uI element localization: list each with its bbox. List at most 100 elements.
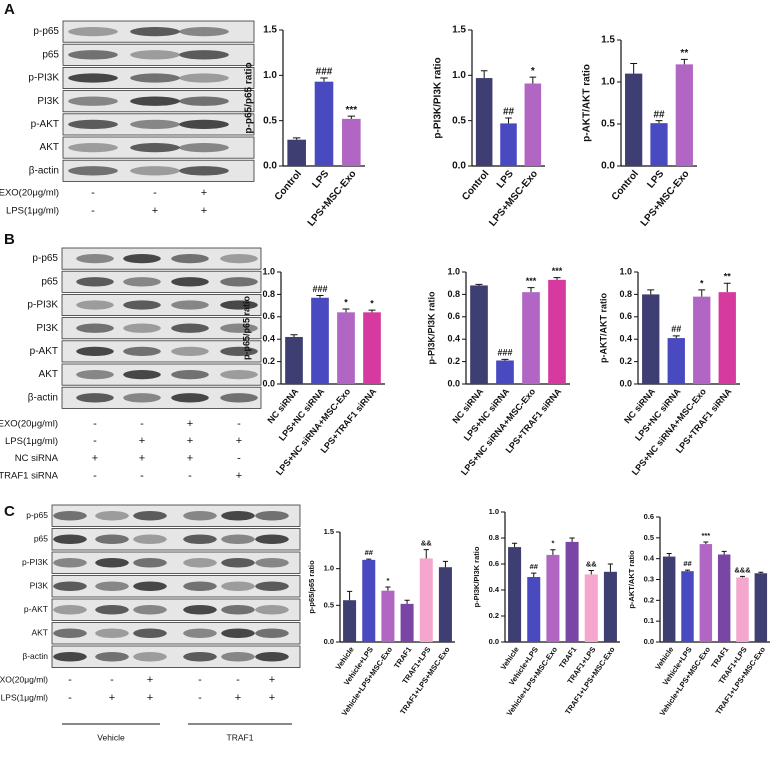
blot-band — [123, 253, 161, 264]
y-tick-label: 0.8 — [262, 289, 275, 299]
blot-band — [130, 73, 180, 83]
blot-strip — [62, 159, 255, 182]
blot-band — [179, 119, 229, 130]
blot-strip — [51, 551, 301, 574]
blot-band — [68, 96, 118, 106]
condition-sign: - — [237, 453, 241, 465]
x-tick-label: LPS+NC siRNA — [462, 386, 512, 443]
blot-strip — [61, 363, 262, 386]
blot-band — [220, 369, 258, 380]
blot-band — [255, 558, 289, 568]
significance: ## — [683, 559, 692, 568]
y-tick-label: 0.0 — [324, 637, 334, 646]
blot-row-label: AKT — [40, 142, 59, 153]
x-tick-label: LPS — [495, 168, 516, 190]
bar — [675, 64, 693, 166]
y-tick-label: 0.5 — [601, 119, 615, 130]
error-bar — [290, 334, 298, 337]
blot-strip — [51, 504, 301, 527]
bar — [625, 73, 643, 166]
y-axis-title: p-AKT/AKT ratio — [627, 550, 636, 609]
y-tick-label: 0.2 — [619, 356, 632, 366]
y-tick-label: 0.2 — [644, 595, 654, 604]
blot-band — [171, 393, 209, 403]
blot-band — [76, 323, 114, 333]
error-bar — [527, 287, 535, 293]
error-bar — [698, 289, 706, 297]
significance: * — [386, 576, 389, 585]
bar — [438, 567, 452, 642]
condition-sign: + — [269, 692, 275, 704]
bar — [362, 559, 376, 642]
error-bar — [423, 549, 429, 559]
bar — [500, 123, 517, 166]
blot-band — [220, 253, 258, 264]
y-tick-label: 1.5 — [601, 35, 615, 46]
bar — [754, 573, 768, 642]
blot-band — [123, 300, 161, 310]
blot-band — [171, 369, 209, 380]
x-tick-label: LPS+NC siRNA — [277, 386, 327, 443]
significance: ## — [653, 109, 665, 120]
condition-sign: + — [269, 674, 275, 686]
blot-band — [53, 511, 87, 521]
blot-strip — [61, 293, 262, 316]
error-bar — [346, 590, 353, 601]
blot-band — [53, 534, 87, 544]
panel-label: C — [4, 503, 15, 520]
y-tick-label: 0.4 — [619, 334, 632, 344]
condition-sign: + — [201, 205, 207, 217]
blot-band — [123, 393, 161, 403]
blot-band — [179, 50, 229, 60]
significance: *** — [526, 276, 537, 286]
blot-strip — [62, 113, 255, 136]
condition-sign: - — [91, 187, 95, 199]
bar — [546, 554, 560, 642]
y-axis-title: p-p65/p65 ratio — [241, 295, 251, 360]
error-bar — [655, 120, 663, 124]
condition-sign: - — [236, 674, 240, 686]
condition-label: LPS(1μg/ml) — [1, 692, 49, 702]
blot-row-label: p-AKT — [31, 119, 59, 130]
error-bar — [758, 571, 764, 574]
blot-band — [183, 652, 217, 662]
bar — [565, 541, 579, 642]
significance: * — [551, 539, 554, 548]
blot-band — [221, 628, 255, 638]
blot-band — [76, 369, 114, 380]
blot-band — [179, 96, 229, 106]
y-tick-label: 0.5 — [452, 115, 466, 126]
significance: * — [344, 297, 348, 307]
blot-band — [221, 511, 255, 521]
condition-label: NC siRNA — [15, 453, 59, 464]
error-bar — [347, 115, 356, 119]
y-tick-label: 0.0 — [447, 378, 460, 388]
panel-label: A — [4, 1, 15, 18]
blot-band — [133, 628, 167, 638]
y-tick-label: 1.0 — [262, 266, 275, 276]
y-tick-label: 1.0 — [452, 70, 466, 81]
bar — [419, 558, 433, 642]
y-tick-label: 0.6 — [619, 311, 632, 321]
error-bar — [529, 76, 537, 84]
error-bar — [680, 58, 688, 65]
blot-band — [255, 652, 289, 662]
blot-row-label: AKT — [31, 628, 48, 638]
y-tick-label: 0.0 — [644, 637, 654, 646]
condition-sign: + — [139, 453, 145, 465]
blot-band — [76, 346, 114, 357]
y-tick-label: 0.8 — [489, 533, 499, 542]
y-tick-label: 0.0 — [262, 378, 275, 388]
blot-strip — [61, 317, 262, 340]
significance: *** — [701, 531, 710, 540]
bar — [342, 118, 361, 166]
blot-row-label: β-actin — [28, 392, 58, 403]
y-tick-label: 0.6 — [644, 512, 654, 521]
condition-label: EXO(20μg/ml) — [0, 674, 48, 684]
blot-band — [171, 277, 209, 287]
blot-band — [68, 166, 118, 176]
blot-band — [171, 323, 209, 333]
x-tick-label: LPS — [645, 168, 666, 190]
blot-band — [255, 605, 289, 615]
condition-sign: + — [147, 692, 153, 704]
